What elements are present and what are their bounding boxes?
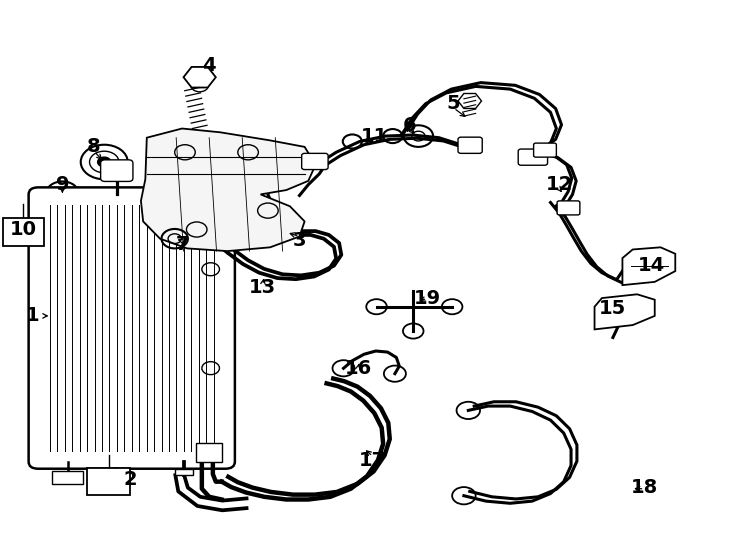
Text: 12: 12 [545, 175, 573, 194]
Text: 13: 13 [250, 278, 276, 297]
FancyBboxPatch shape [101, 160, 133, 181]
FancyBboxPatch shape [557, 201, 580, 215]
FancyBboxPatch shape [3, 218, 44, 246]
FancyBboxPatch shape [302, 153, 328, 170]
Polygon shape [595, 294, 655, 329]
Text: 17: 17 [360, 450, 386, 470]
Text: 5: 5 [447, 94, 460, 113]
Text: 9: 9 [56, 175, 69, 194]
Text: 4: 4 [203, 56, 216, 76]
Text: 10: 10 [10, 220, 37, 239]
Text: 18: 18 [631, 477, 658, 497]
FancyBboxPatch shape [534, 143, 556, 157]
Text: 16: 16 [344, 359, 372, 378]
Text: 11: 11 [360, 126, 388, 146]
FancyBboxPatch shape [29, 187, 235, 469]
FancyBboxPatch shape [196, 443, 222, 462]
Text: 19: 19 [414, 288, 440, 308]
Text: 6: 6 [403, 116, 416, 135]
FancyBboxPatch shape [458, 137, 482, 153]
Text: 8: 8 [87, 137, 101, 157]
Circle shape [98, 157, 111, 167]
Polygon shape [622, 247, 675, 285]
Text: 1: 1 [26, 306, 40, 326]
Text: 15: 15 [599, 299, 627, 319]
FancyBboxPatch shape [52, 471, 83, 484]
FancyBboxPatch shape [518, 149, 548, 165]
Polygon shape [141, 129, 316, 251]
FancyBboxPatch shape [175, 469, 193, 475]
Text: 2: 2 [124, 470, 137, 489]
Text: 7: 7 [175, 234, 189, 254]
FancyBboxPatch shape [87, 468, 130, 495]
Text: 3: 3 [293, 231, 306, 250]
Text: 14: 14 [638, 256, 666, 275]
